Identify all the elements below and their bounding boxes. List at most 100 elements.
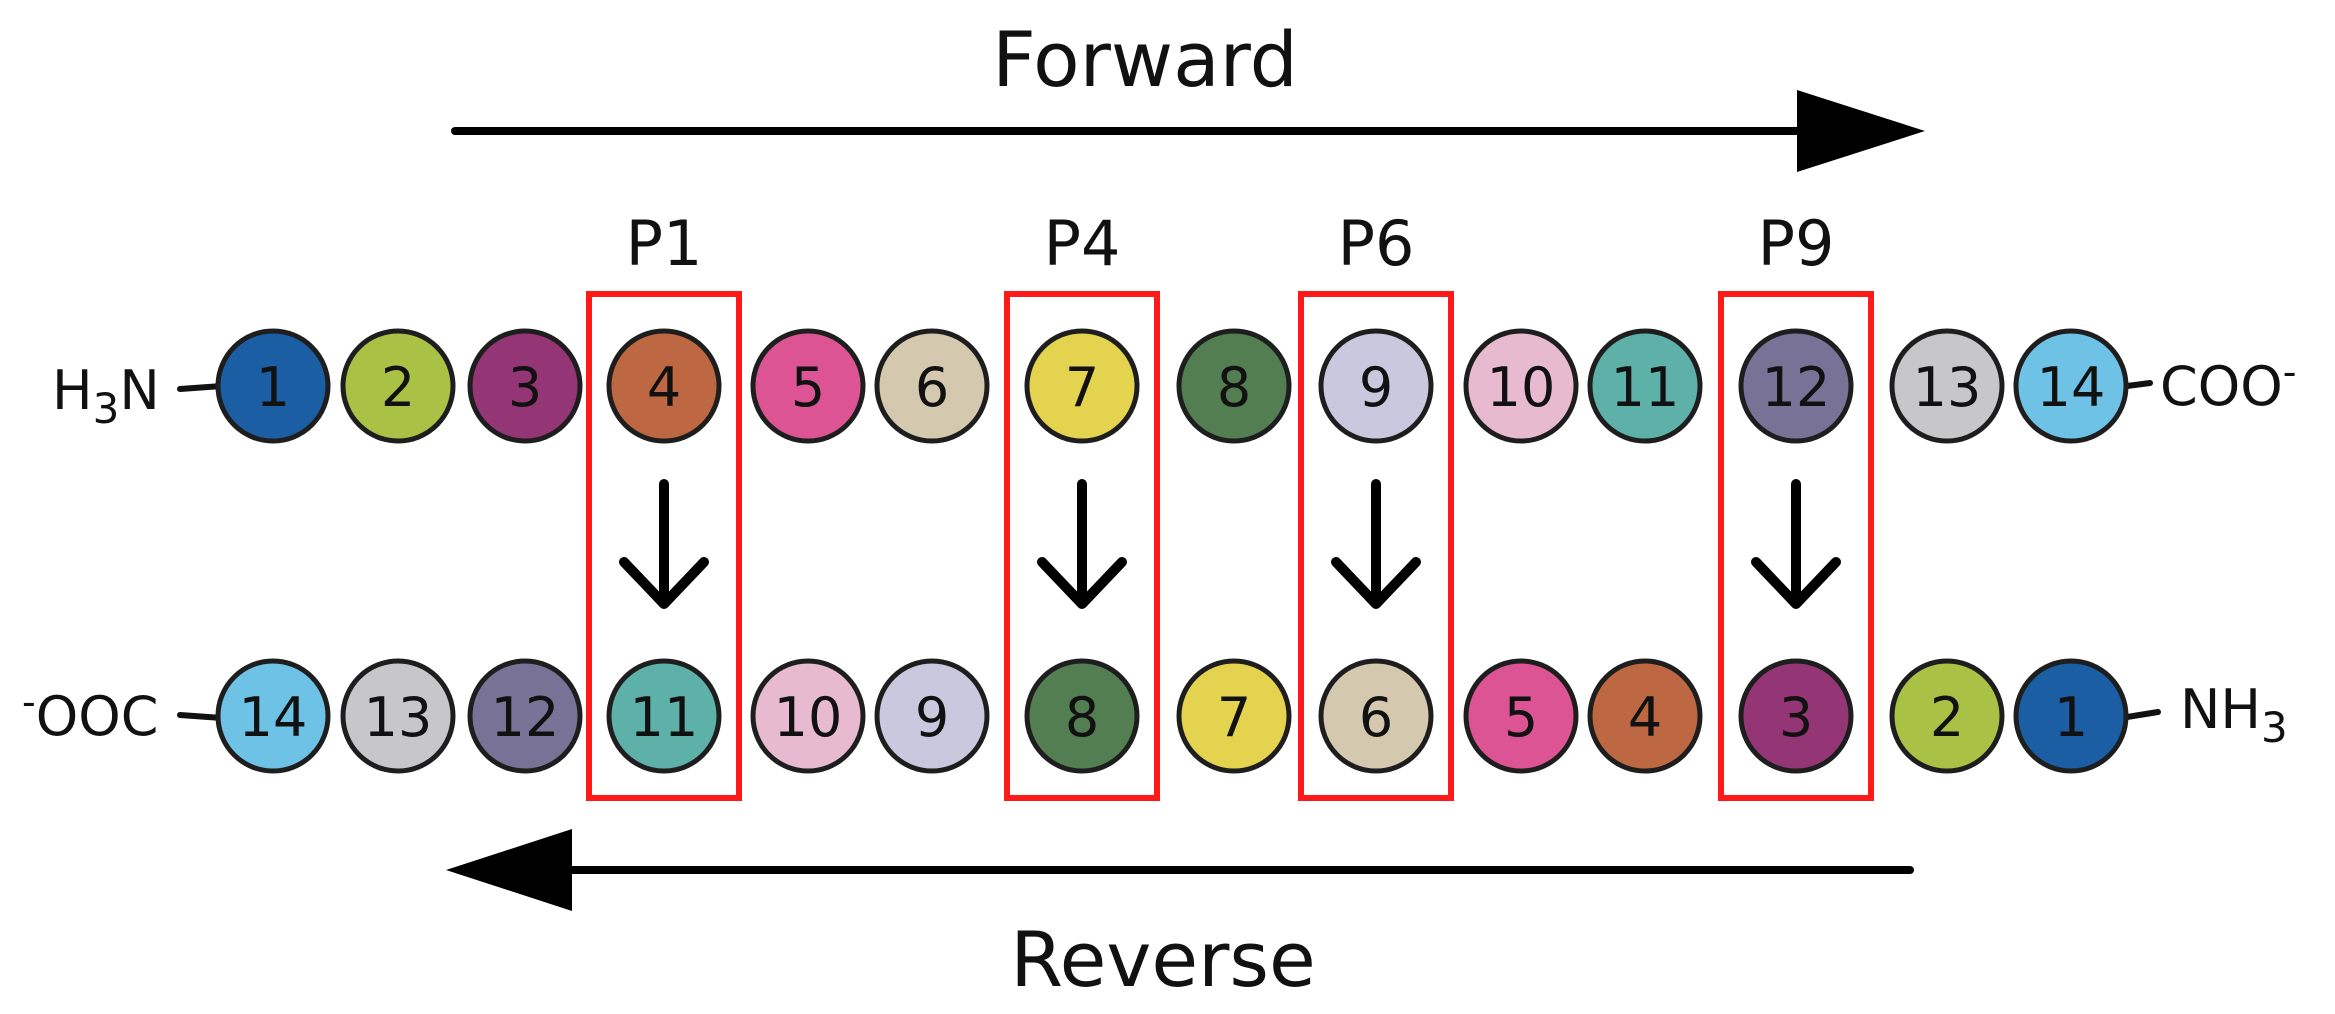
forward-label: Forward	[992, 15, 1298, 104]
forward-residue-2: 2	[340, 328, 456, 444]
reverse-residue-12: 12	[467, 658, 583, 774]
reverse-residue-4: 4	[1587, 658, 1703, 774]
forward-residue-4: 4	[606, 328, 722, 444]
residue-circle	[606, 658, 722, 774]
forward-n-bond	[177, 383, 225, 392]
residue-number: 6	[1359, 686, 1393, 749]
pocket-box-p6	[1298, 291, 1454, 801]
pocket-label-p4: P4	[1044, 207, 1121, 280]
residue-number: 5	[1504, 686, 1538, 749]
residue-circle	[1889, 328, 2005, 444]
mapping-arrow-p1	[619, 479, 709, 609]
residue-number: 8	[1065, 686, 1099, 749]
forward-residue-12: 12	[1738, 328, 1854, 444]
residue-number: 4	[1628, 686, 1662, 749]
residue-circle	[750, 658, 866, 774]
pocket-box-p4	[1004, 291, 1160, 801]
pocket-box-p1	[586, 291, 742, 801]
residue-number: 7	[1217, 686, 1251, 749]
residue-number: 10	[1487, 356, 1556, 419]
residue-number: 9	[915, 686, 949, 749]
forward-residue-5: 5	[750, 328, 866, 444]
reverse-residue-2: 2	[1889, 658, 2005, 774]
residue-circle	[2013, 658, 2129, 774]
pocket-label-p1: P1	[626, 207, 703, 280]
residue-number: 11	[630, 686, 699, 749]
reverse-n-terminus: NH3	[2180, 678, 2288, 752]
forward-residue-row: 1 2 3 4 5 6 7 8 9 10 11 12 13 14	[215, 328, 2129, 444]
forward-residue-13: 13	[1889, 328, 2005, 444]
forward-residue-9: 9	[1318, 328, 1434, 444]
reverse-residue-3: 3	[1738, 658, 1854, 774]
residue-circle	[215, 328, 331, 444]
pocket-label-p6: P6	[1338, 207, 1415, 280]
residue-circle	[215, 658, 331, 774]
forward-residue-8: 8	[1176, 328, 1292, 444]
reverse-residue-7: 7	[1176, 658, 1292, 774]
reverse-residue-row: 14 13 12 11 10 9 8 7 6 5 4 3 2 1	[215, 658, 2129, 774]
residue-circle	[340, 658, 456, 774]
residue-number: 9	[1359, 356, 1393, 419]
residue-number: 13	[1913, 356, 1982, 419]
residue-circle	[340, 328, 456, 444]
residue-circle	[874, 658, 990, 774]
forward-residue-14: 14	[2013, 328, 2129, 444]
pocket-boxes	[586, 291, 1874, 801]
reverse-c-bond	[177, 712, 225, 721]
forward-residue-11: 11	[1587, 328, 1703, 444]
residue-number: 6	[915, 356, 949, 419]
residue-circle	[874, 328, 990, 444]
mapping-arrow-p6	[1331, 479, 1421, 609]
pocket-label-p9: P9	[1758, 207, 1835, 280]
forward-c-terminus: COO-	[2160, 350, 2296, 418]
residue-circle	[1176, 658, 1292, 774]
residue-circle	[1738, 658, 1854, 774]
residue-number: 5	[791, 356, 825, 419]
residue-number: 3	[1779, 686, 1813, 749]
residue-number: 14	[239, 686, 308, 749]
residue-circle	[1463, 658, 1579, 774]
pocket-box-p9	[1718, 291, 1874, 801]
residue-number: 1	[2054, 686, 2088, 749]
residue-number: 12	[491, 686, 560, 749]
reverse-residue-6: 6	[1318, 658, 1434, 774]
residue-circle	[1738, 328, 1854, 444]
residue-number: 12	[1762, 356, 1831, 419]
forward-arrow	[451, 90, 1925, 172]
residue-circle	[1587, 328, 1703, 444]
residue-circle	[1889, 658, 2005, 774]
forward-residue-1: 1	[215, 328, 331, 444]
residue-number: 8	[1217, 356, 1251, 419]
reverse-n-bond	[2124, 709, 2161, 720]
residue-circle	[1463, 328, 1579, 444]
forward-residue-3: 3	[467, 328, 583, 444]
residue-circle	[2013, 328, 2129, 444]
pocket-labels: P1 P4 P6 P9	[626, 207, 1835, 280]
reverse-residue-11: 11	[606, 658, 722, 774]
residue-number: 4	[647, 356, 681, 419]
residue-number: 3	[508, 356, 542, 419]
reverse-residue-9: 9	[874, 658, 990, 774]
mapping-arrow-p9	[1751, 479, 1841, 609]
forward-residue-10: 10	[1463, 328, 1579, 444]
reverse-residue-10: 10	[750, 658, 866, 774]
residue-circle	[606, 328, 722, 444]
residue-number: 10	[774, 686, 843, 749]
reverse-residue-14: 14	[215, 658, 331, 774]
residue-circle	[1587, 658, 1703, 774]
residue-number: 7	[1065, 356, 1099, 419]
residue-circle	[1024, 328, 1140, 444]
residue-number: 1	[256, 356, 290, 419]
residue-number: 13	[364, 686, 433, 749]
forward-residue-7: 7	[1024, 328, 1140, 444]
residue-circle	[1024, 658, 1140, 774]
reverse-label: Reverse	[1010, 915, 1315, 1004]
reverse-arrow	[446, 829, 1914, 911]
residue-number: 2	[1930, 686, 1964, 749]
residue-number: 2	[381, 356, 415, 419]
residue-circle	[1176, 328, 1292, 444]
mapping-arrows	[619, 479, 1841, 609]
residue-circle	[467, 658, 583, 774]
residue-circle	[750, 328, 866, 444]
